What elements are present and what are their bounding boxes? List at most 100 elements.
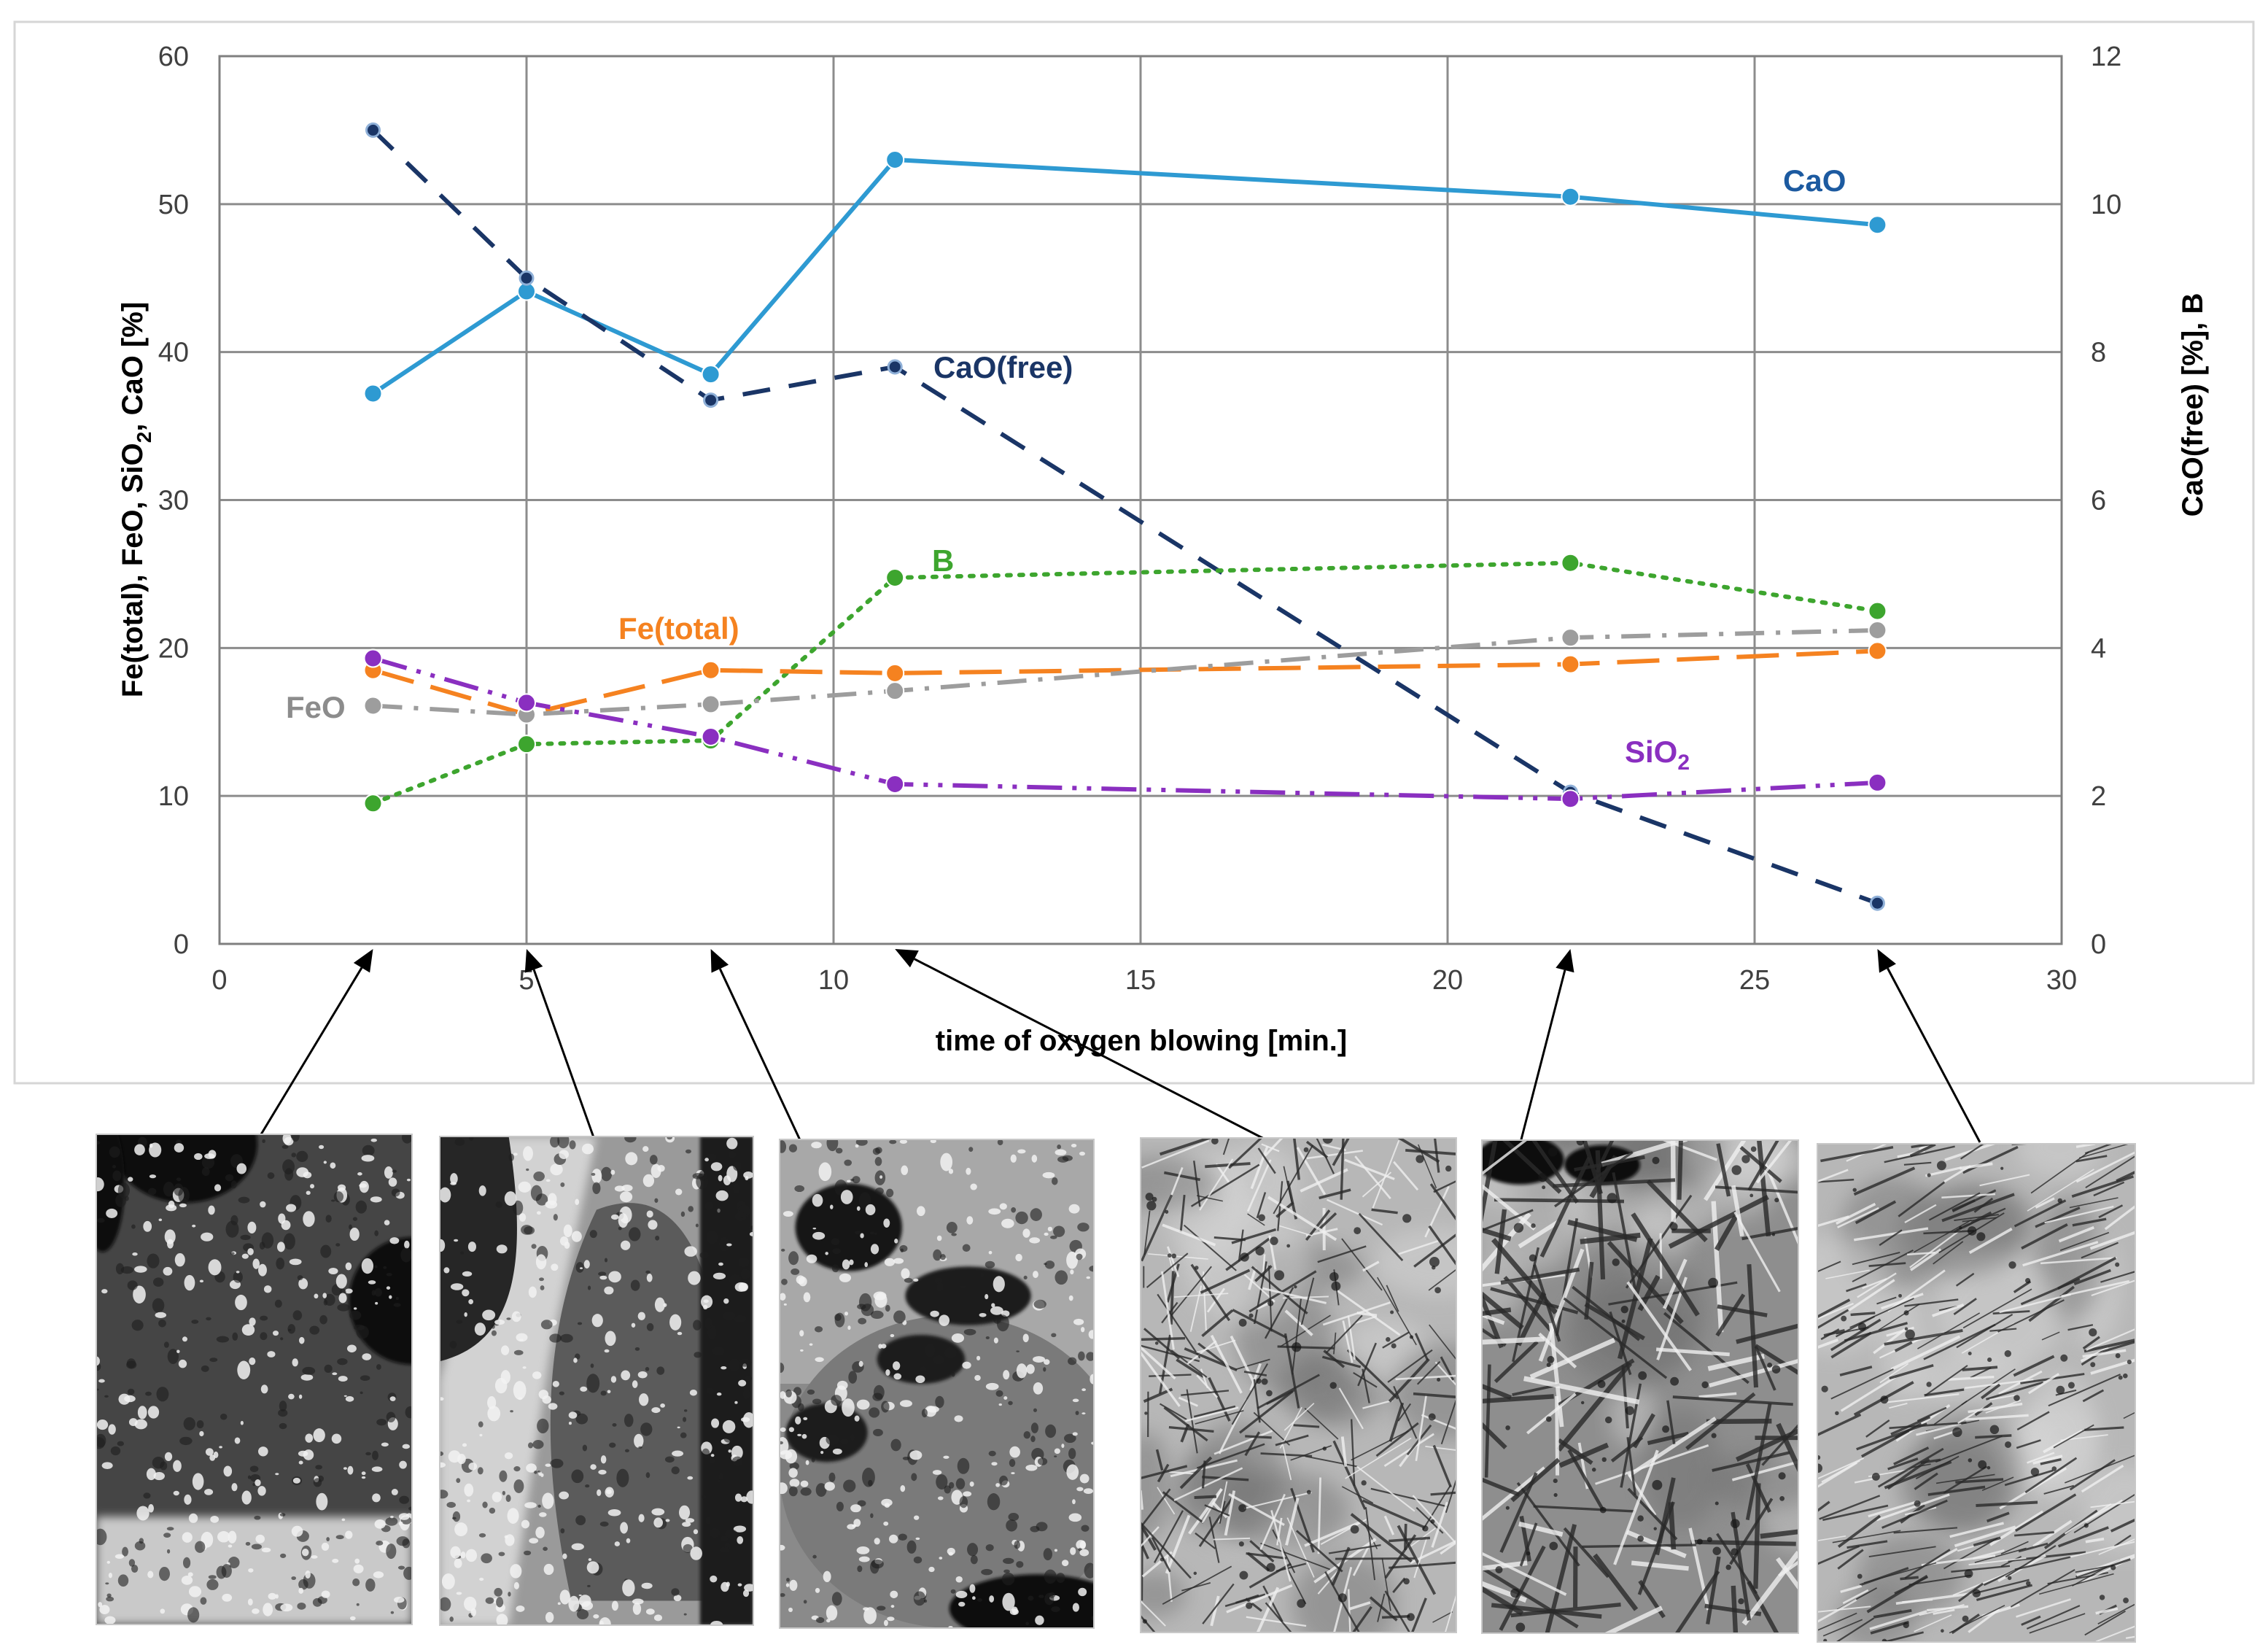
x-tick-label: 0: [211, 965, 227, 996]
series-line-feo: [373, 627, 1878, 717]
data-markers: [363, 122, 1887, 911]
left-y-axis-label: Fe(total), FeO, SiO2, CaO [%]: [117, 302, 155, 697]
arrow-head: [524, 949, 543, 973]
micrograph-3: [779, 1139, 1095, 1629]
micrograph-arrows: [257, 949, 1981, 1143]
arrow-head: [895, 949, 919, 968]
left-y-tick-label: 40: [158, 338, 189, 368]
arrow-head: [1556, 949, 1574, 973]
micrograph-1: [96, 1134, 413, 1625]
micrograph-4: [1140, 1137, 1457, 1633]
series-label-sio2: SiO2: [1625, 735, 1690, 775]
data-point-sio2: [1561, 789, 1580, 809]
data-point-b: [885, 568, 905, 587]
data-point-b: [1868, 601, 1887, 621]
data-series: [370, 128, 1880, 906]
data-point-cao: [885, 150, 905, 169]
right-y-tick-label: 6: [2091, 486, 2106, 516]
data-point-cao-free: [519, 270, 535, 286]
left-y-axis-label-subscript: 2: [133, 432, 155, 444]
plot-area-border: [218, 55, 2063, 945]
x-tick-label: 20: [1432, 965, 1463, 996]
data-point-sio2: [885, 774, 905, 794]
arrow-head: [710, 949, 729, 973]
x-tick-label: 10: [818, 965, 849, 996]
data-point-feo: [363, 696, 383, 716]
arrow-line: [257, 967, 363, 1139]
arrow-line: [1887, 967, 1981, 1143]
data-point-b: [1561, 553, 1580, 573]
data-point-cao: [701, 365, 721, 384]
series-label-feo: FeO: [286, 690, 346, 724]
data-point-fe-total: [1868, 641, 1887, 661]
data-point-cao: [1561, 187, 1580, 206]
x-tick-label: 15: [1125, 965, 1156, 996]
data-point-fe-total: [701, 660, 721, 680]
right-y-tick-label: 12: [2091, 42, 2121, 72]
data-point-fe-total: [1561, 654, 1580, 674]
left-y-axis-ticks: 0 10 20 30 40 50 60: [158, 42, 189, 960]
data-point-cao: [1868, 215, 1887, 235]
series-label-sio2-base: SiO: [1625, 735, 1677, 769]
data-point-sio2: [1868, 772, 1887, 792]
right-y-tick-label: 10: [2091, 190, 2121, 220]
x-axis-label: time of oxygen blowing [min.]: [936, 1025, 1347, 1057]
data-point-feo: [1561, 628, 1580, 648]
x-tick-label: 30: [2046, 965, 2077, 996]
series-line-cao: [371, 157, 1878, 395]
micrograph-6: [1817, 1143, 2136, 1643]
left-y-tick-label: 10: [158, 781, 189, 812]
data-point-feo: [1868, 620, 1887, 640]
gridlines: [220, 56, 2062, 944]
data-point-b: [363, 794, 383, 813]
left-y-axis-label-part2: , CaO [%]: [117, 302, 149, 432]
left-y-tick-label: 60: [158, 42, 189, 72]
data-point-cao-free: [1869, 895, 1885, 911]
left-y-axis-label-part1: Fe(total), FeO, SiO: [117, 443, 149, 697]
data-point-sio2: [701, 727, 721, 747]
micrograph-2: [439, 1136, 754, 1626]
data-point-feo: [885, 681, 905, 701]
series-line-fe-total: [372, 648, 1878, 717]
data-point-cao-free: [365, 122, 381, 138]
series-label-sio2-subscript: 2: [1677, 751, 1690, 775]
micrograph-panels: [96, 1134, 2136, 1643]
left-y-tick-label: 20: [158, 633, 189, 664]
arrow-line: [532, 969, 596, 1140]
right-y-axis-ticks: 0 2 4 6 8 10 12: [2091, 42, 2121, 960]
right-y-tick-label: 2: [2091, 781, 2106, 812]
series-label-cao: CaO: [1783, 163, 1846, 198]
arrow-line: [1519, 969, 1566, 1143]
data-point-cao-free: [887, 359, 903, 375]
arrow-line: [914, 958, 1266, 1141]
data-point-sio2: [363, 648, 383, 668]
data-point-feo: [701, 694, 721, 714]
micrograph-5: [1481, 1139, 1799, 1634]
data-point-fe-total: [885, 663, 905, 683]
arrow-head: [1877, 949, 1896, 973]
left-y-tick-label: 50: [158, 190, 189, 220]
left-y-tick-label: 0: [174, 929, 189, 960]
data-point-sio2: [517, 693, 536, 713]
data-point-cao-free: [703, 392, 719, 408]
x-tick-label: 5: [519, 965, 534, 996]
series-labels: CaO CaO(free) B Fe(total) FeO SiO2: [286, 163, 1846, 775]
left-y-tick-label: 30: [158, 486, 189, 516]
right-y-tick-label: 0: [2091, 929, 2106, 960]
right-y-axis-label: CaO(free) [%], B: [2177, 293, 2209, 517]
right-y-tick-label: 8: [2091, 338, 2106, 368]
series-label-fe-total: Fe(total): [618, 611, 739, 646]
data-point-b: [517, 735, 536, 754]
x-tick-label: 25: [1739, 965, 1770, 996]
series-label-cao-free: CaO(free): [933, 350, 1073, 384]
series-line-b: [370, 560, 1880, 806]
series-label-b: B: [932, 543, 954, 578]
data-point-cao: [363, 384, 383, 403]
arrow-line: [718, 968, 802, 1142]
x-axis-ticks: 0 5 10 15 20 25 30: [211, 965, 2077, 996]
arrow-head: [353, 949, 373, 973]
series-line-cao-free: [371, 128, 1879, 906]
right-y-tick-label: 4: [2091, 633, 2106, 664]
chart-frame: [13, 20, 2255, 1085]
